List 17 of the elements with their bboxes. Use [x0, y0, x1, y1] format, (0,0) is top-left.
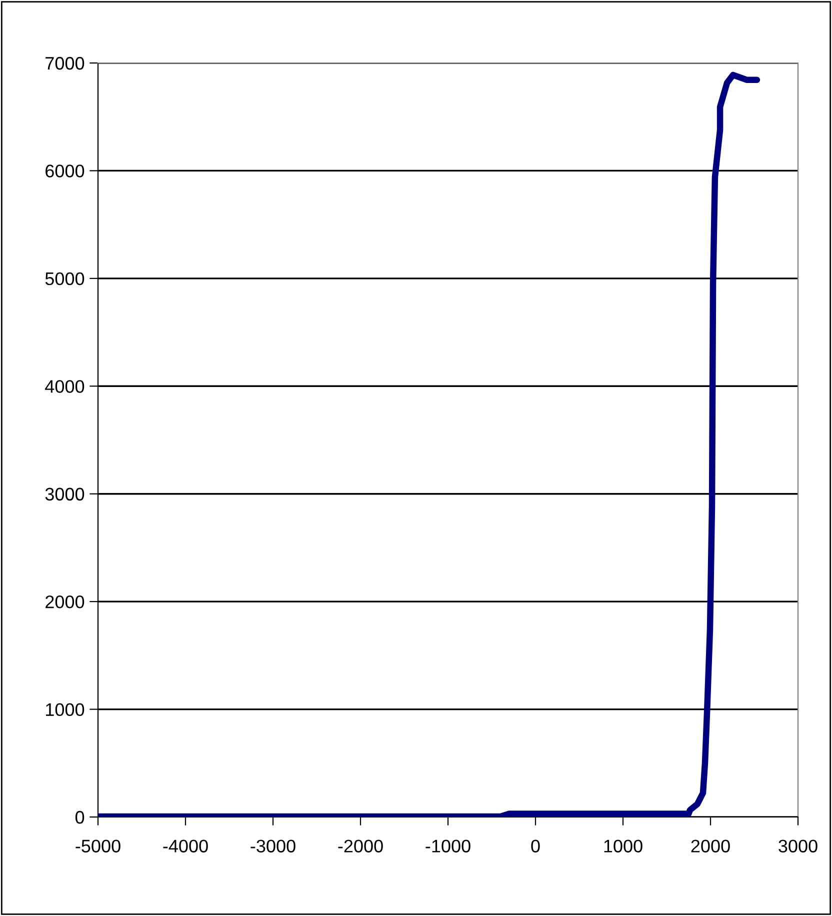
y-tick-label: 5000: [45, 272, 84, 286]
x-tick-label: 1000: [604, 840, 642, 852]
x-tick-label: -2000: [338, 840, 383, 852]
x-tick-label: -5000: [76, 840, 120, 852]
y-tick-label: 2000: [46, 596, 84, 608]
y-tick-label: 0: [75, 810, 84, 824]
x-tick-label: -4000: [163, 840, 208, 852]
y-tick-label: 4000: [45, 380, 84, 393]
y-tick-label: 1000: [46, 703, 84, 716]
y-tick-label: 7000: [46, 56, 84, 70]
x-tick-label: 3000: [778, 840, 818, 852]
y-tick-label: 3000: [45, 488, 84, 501]
y-tick-label: 6000: [46, 164, 84, 178]
x-tick-label: 2000: [691, 840, 730, 852]
x-tick-label: 0: [531, 840, 540, 852]
x-tick-label: -1000: [426, 840, 470, 852]
x-tick-label: -3000: [250, 840, 296, 852]
